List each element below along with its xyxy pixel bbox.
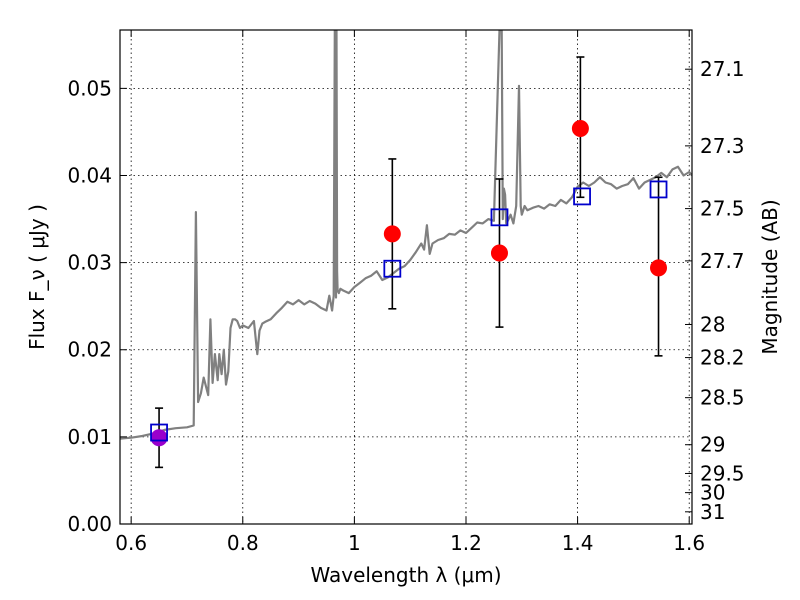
y-tick-label: 0.04	[67, 163, 112, 187]
right-tick-label: 27.5	[700, 197, 745, 221]
model-point	[649, 180, 668, 199]
model-point	[573, 187, 591, 206]
right-tick-label: 28.5	[700, 386, 745, 410]
x-tick-label: 0.8	[227, 531, 259, 555]
right-tick-label: 31	[700, 500, 725, 524]
model-point	[490, 208, 509, 227]
y-axis-label: Flux F_ν ( μJy )	[25, 204, 49, 350]
right-tick-label: 28	[700, 312, 725, 336]
x-tick-label: 1.4	[562, 531, 594, 555]
x-tick-label: 1	[348, 531, 361, 555]
right-axis-label: Magnitude (AB)	[758, 199, 782, 354]
right-tick-label: 27.7	[700, 249, 745, 273]
y-tick-label: 0.02	[67, 338, 112, 362]
axis-ticks: 0.6 0.8 1 1.2 1.4 1.6 0.00 0.01 0.02 0.03 0.04 0.05…	[67, 30, 745, 555]
right-tick-label: 27.1	[700, 57, 745, 81]
y-tick-label: 0.05	[67, 76, 112, 100]
x-tick-label: 1.2	[450, 531, 482, 555]
plot-frame	[119, 29, 693, 525]
right-tick-label: 29.5	[700, 461, 745, 485]
y-tick-label: 0.01	[67, 425, 112, 449]
x-axis-label: Wavelength λ (μm)	[310, 563, 501, 587]
right-tick-label: 30	[700, 481, 725, 505]
data-point	[650, 259, 668, 277]
y-tick-label: 0.03	[67, 251, 112, 275]
data-point	[383, 225, 401, 243]
data-point	[571, 119, 589, 137]
right-tick-label: 29	[700, 433, 725, 457]
marker-layer	[150, 56, 668, 469]
model-point	[383, 259, 402, 278]
model-point	[150, 423, 168, 442]
y-tick-label: 0.00	[67, 512, 112, 536]
data-point	[150, 429, 168, 447]
right-tick-label: 28.2	[700, 346, 745, 370]
x-tick-label: 0.6	[115, 531, 147, 555]
data-point	[490, 244, 508, 262]
x-tick-label: 1.6	[673, 531, 705, 555]
right-tick-label: 27.3	[700, 134, 745, 158]
